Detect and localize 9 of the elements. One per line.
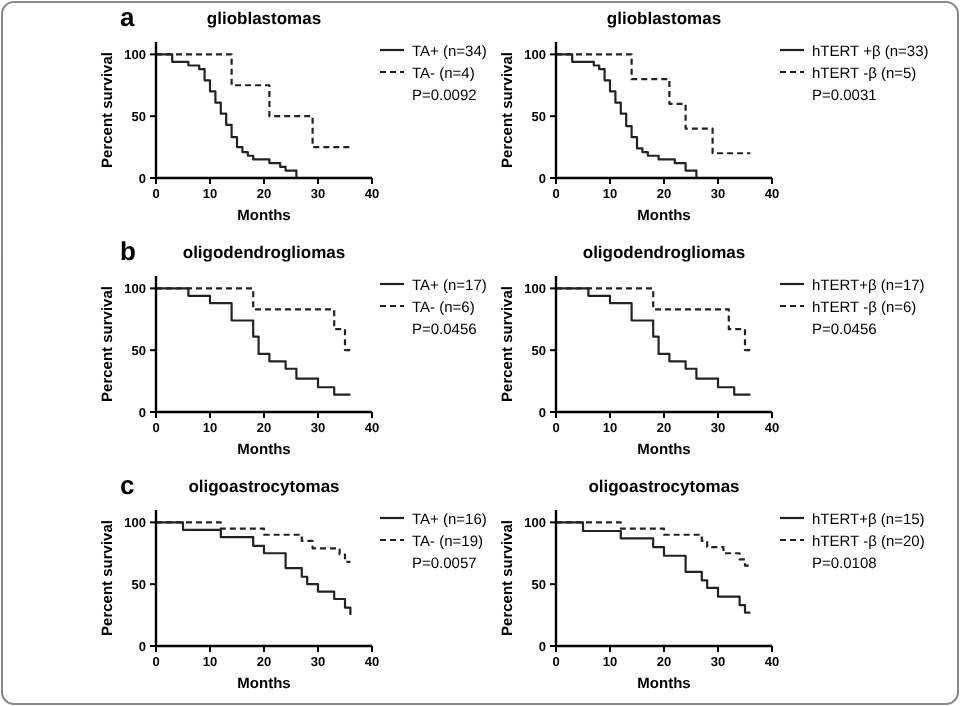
chart-title: oligoastrocytomas — [188, 476, 341, 496]
chart-title: oligodendrogliomas — [182, 242, 346, 262]
text: b — [120, 236, 136, 266]
chart-title: glioblastomas — [206, 8, 322, 28]
chart-title: glioblastomas — [606, 8, 722, 28]
text: a — [120, 2, 136, 32]
chart-title: oligoastrocytomas — [588, 476, 741, 496]
text: c — [120, 470, 135, 500]
chart-title: oligodendrogliomas — [582, 242, 746, 262]
